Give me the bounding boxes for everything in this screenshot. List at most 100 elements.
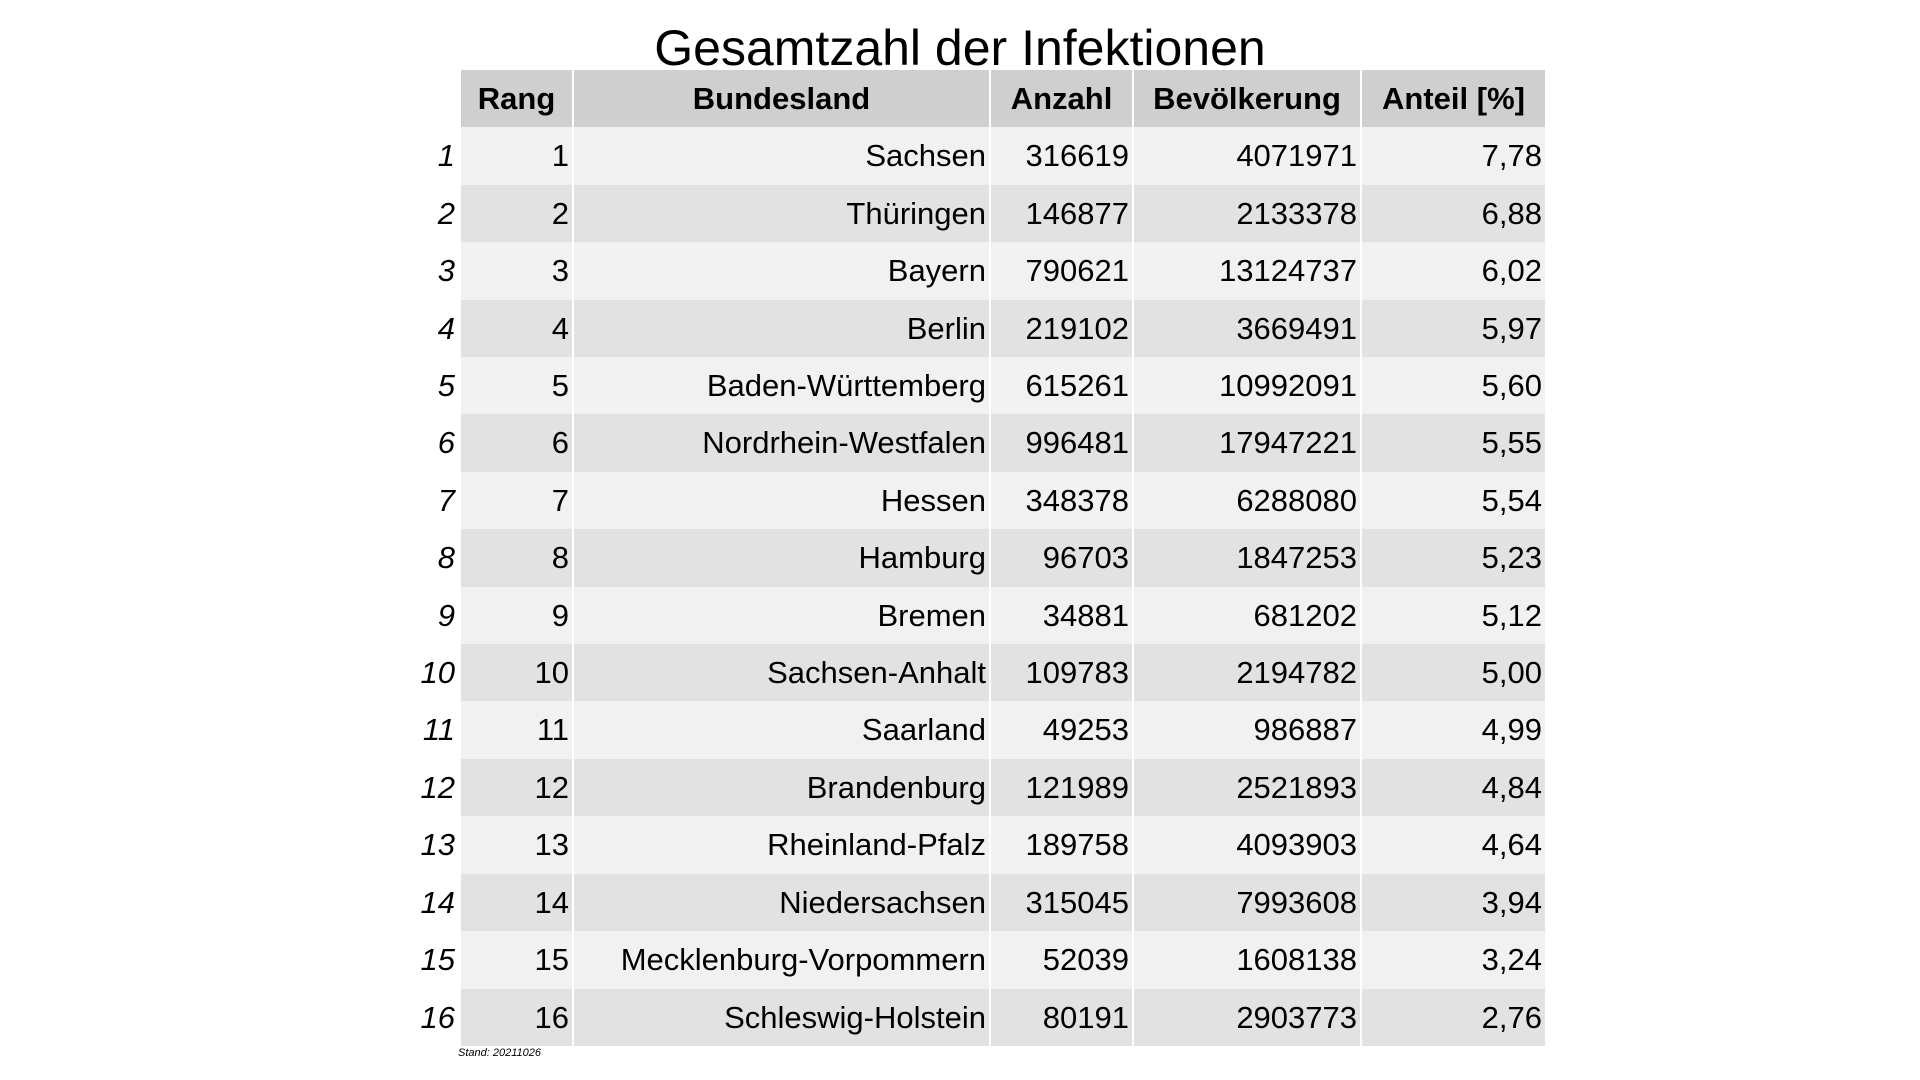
cell-bundesland: Niedersachsen [572,873,990,932]
cell-bevoelkerung: 4071971 [1132,127,1361,185]
row-index: 5 [437,368,455,404]
cell-bundesland: Baden-Württemberg [572,357,990,415]
cell-anteil: 5,60 [1360,357,1545,415]
cell-bevoelkerung: 1847253 [1132,529,1361,587]
cell-anteil: 4,84 [1360,758,1545,817]
cell-anzahl: 189758 [989,816,1133,874]
row-index: 10 [420,655,455,691]
cell-bevoelkerung: 10992091 [1132,357,1361,415]
cell-rang: 15 [459,931,573,989]
table-row: 14 14 Niedersachsen 315045 7993608 3,94 [410,873,1545,932]
cell-bevoelkerung: 2521893 [1132,758,1361,817]
cell-bundesland: Sachsen [572,127,990,185]
cell-anzahl: 121989 [989,758,1133,817]
row-index: 16 [420,999,455,1035]
row-index: 3 [437,253,455,289]
cell-rang: 1 [459,127,573,185]
cell-anteil: 2,76 [1360,988,1545,1046]
row-index: 9 [437,597,455,633]
cell-bevoelkerung: 17947221 [1132,414,1361,472]
cell-rang: 11 [459,701,573,759]
cell-bundesland: Mecklenburg-Vorpommern [572,931,990,989]
table-row: 3 3 Bayern 790621 13124737 6,02 [410,242,1545,300]
table-row: 4 4 Berlin 219102 3669491 5,97 [410,299,1545,358]
cell-rang: 8 [459,529,573,587]
table-row: 5 5 Baden-Württemberg 615261 10992091 5,60 [410,357,1545,415]
cell-anzahl: 996481 [989,414,1133,472]
cell-bevoelkerung: 7993608 [1132,873,1361,932]
row-index: 12 [420,769,455,805]
cell-bundesland: Rheinland-Pfalz [572,816,990,874]
cell-rang: 12 [459,758,573,817]
cell-anteil: 4,99 [1360,701,1545,759]
cell-rang: 7 [459,471,573,530]
cell-rang: 6 [459,414,573,472]
table-row: 7 7 Hessen 348378 6288080 5,54 [410,471,1545,530]
table-body: 1 1 Sachsen 316619 4071971 7,78 2 2 Thüringen 146… [410,127,1545,1046]
row-index: 8 [437,540,455,576]
cell-bevoelkerung: 6288080 [1132,471,1361,530]
header-bundesland: Bundesland [572,70,990,128]
footnote-date: Stand: 20211026 [458,1047,541,1059]
cell-anteil: 5,55 [1360,414,1545,472]
cell-rang: 14 [459,873,573,932]
cell-rang: 13 [459,816,573,874]
table-row: 9 9 Bremen 34881 681202 5,12 [410,586,1545,645]
row-index: 15 [420,942,455,978]
cell-anteil: 5,00 [1360,644,1545,702]
cell-anzahl: 615261 [989,357,1133,415]
cell-rang: 9 [459,586,573,645]
cell-rang: 10 [459,644,573,702]
cell-bundesland: Brandenburg [572,758,990,817]
cell-anteil: 6,02 [1360,242,1545,300]
cell-bundesland: Berlin [572,299,990,358]
infections-table: Rang Bundesland Anzahl Bevölkerung Antei… [410,70,1545,1046]
cell-anteil: 5,54 [1360,471,1545,530]
cell-anteil: 4,64 [1360,816,1545,874]
cell-anteil: 3,24 [1360,931,1545,989]
table-header-row: Rang Bundesland Anzahl Bevölkerung Antei… [410,70,1545,128]
table-row: 16 16 Schleswig-Holstein 80191 2903773 2,76 [410,988,1545,1046]
header-anteil: Anteil [%] [1360,70,1545,128]
cell-bundesland: Thüringen [572,184,990,243]
table-row: 13 13 Rheinland-Pfalz 189758 4093903 4,64 [410,816,1545,874]
cell-rang: 3 [459,242,573,300]
cell-bevoelkerung: 3669491 [1132,299,1361,358]
row-index: 13 [420,827,455,863]
cell-anzahl: 790621 [989,242,1133,300]
table-row: 15 15 Mecklenburg-Vorpommern 52039 1608138 3,… [410,931,1545,989]
infections-table-container: Rang Bundesland Anzahl Bevölkerung Antei… [410,70,1545,1046]
page-title: Gesamtzahl der Infektionen [654,20,1266,76]
table-row: 11 11 Saarland 49253 986887 4,99 [410,701,1545,759]
cell-rang: 4 [459,299,573,358]
row-index: 14 [420,884,455,920]
cell-bevoelkerung: 2133378 [1132,184,1361,243]
cell-anzahl: 80191 [989,988,1133,1046]
cell-anteil: 3,94 [1360,873,1545,932]
cell-bundesland: Sachsen-Anhalt [572,644,990,702]
row-index: 2 [437,195,455,231]
row-index: 4 [437,310,455,346]
cell-anzahl: 146877 [989,184,1133,243]
table-row: 10 10 Sachsen-Anhalt 109783 2194782 5,00 [410,644,1545,702]
cell-bevoelkerung: 2903773 [1132,988,1361,1046]
cell-bevoelkerung: 4093903 [1132,816,1361,874]
row-index: 6 [437,425,455,461]
table-row: 2 2 Thüringen 146877 2133378 6,88 [410,184,1545,243]
cell-rang: 5 [459,357,573,415]
cell-anteil: 6,88 [1360,184,1545,243]
cell-rang: 16 [459,988,573,1046]
cell-bevoelkerung: 986887 [1132,701,1361,759]
cell-anzahl: 315045 [989,873,1133,932]
cell-anzahl: 316619 [989,127,1133,185]
cell-bundesland: Hessen [572,471,990,530]
table-row: 1 1 Sachsen 316619 4071971 7,78 [410,127,1545,185]
cell-anteil: 5,23 [1360,529,1545,587]
row-index: 7 [437,482,455,518]
cell-bundesland: Schleswig-Holstein [572,988,990,1046]
table-row: 8 8 Hamburg 96703 1847253 5,23 [410,529,1545,587]
cell-anteil: 7,78 [1360,127,1545,185]
header-corner [410,70,460,127]
cell-anzahl: 348378 [989,471,1133,530]
table-row: 6 6 Nordrhein-Westfalen 996481 17947221 5,55 [410,414,1545,472]
